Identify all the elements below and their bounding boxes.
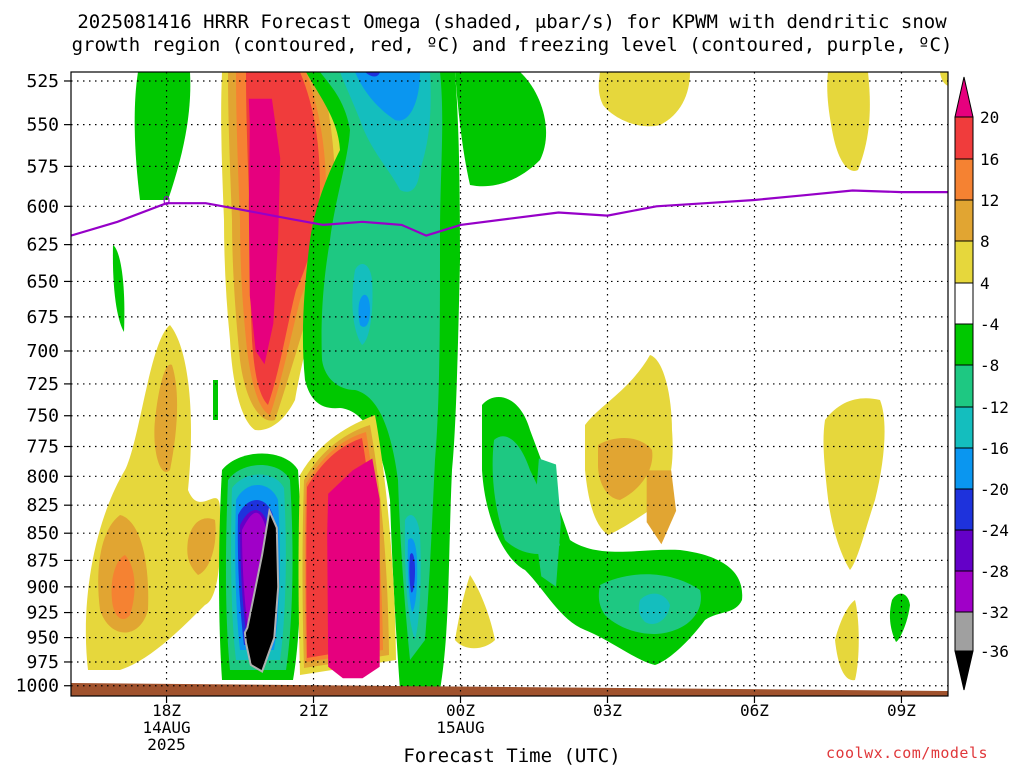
y-tick-label-925: 925 — [26, 603, 59, 624]
y-tick-label-550: 550 — [26, 115, 59, 136]
colorbar-label-3: 8 — [980, 232, 990, 251]
y-tick-label-950: 950 — [26, 628, 59, 649]
x-tick-label-21-0: 21Z — [299, 701, 328, 720]
colorbar-bin-1 — [954, 116, 974, 160]
colorbar-top-arrow — [954, 76, 974, 118]
y-tick-label-650: 650 — [26, 271, 59, 292]
x-tick-label-24-0: 00Z — [446, 701, 475, 720]
colorbar-label-5: -4 — [980, 315, 999, 334]
colorbar-bottom-arrow — [954, 650, 974, 691]
omega-shade-31 — [598, 438, 653, 500]
omega-shade-21 — [409, 553, 415, 593]
x-axis-title: Forecast Time (UTC) — [403, 745, 621, 767]
colorbar-bin-9 — [954, 447, 974, 490]
y-tick-label-675: 675 — [26, 307, 59, 328]
colorbar-label-8: -16 — [980, 439, 1009, 458]
omega-shade-28 — [827, 72, 870, 171]
colorbar-label-11: -28 — [980, 562, 1009, 581]
omega-shade-26 — [889, 593, 910, 642]
y-tick-label-700: 700 — [26, 341, 59, 362]
y-tick-label-975: 975 — [26, 652, 59, 673]
y-tick-label-1000: 1000 — [16, 676, 59, 697]
colorbar-label-13: -36 — [980, 642, 1009, 661]
colorbar-label-2: 12 — [980, 191, 999, 210]
y-tick-label-525: 525 — [26, 71, 59, 92]
chart-title-line-1: 2025081416 HRRR Forecast Omega (shaded, … — [77, 11, 947, 33]
omega-shade-25 — [638, 593, 670, 625]
site-credit: coolwx.com/models — [826, 744, 989, 762]
colorbar-bin-6 — [954, 323, 974, 366]
x-tick-label-24-1: 15AUG — [436, 718, 484, 737]
omega-shade-16 — [355, 72, 420, 121]
colorbar-label-6: -8 — [980, 356, 999, 375]
colorbar-bin-7 — [954, 364, 974, 408]
x-tick-label-33-0: 09Z — [887, 701, 916, 720]
colorbar-bin-11 — [954, 529, 974, 572]
colorbar-bin-2 — [954, 158, 974, 201]
omega-core-2 — [327, 458, 380, 679]
y-tick-label-750: 750 — [26, 406, 59, 427]
colorbar-label-4: 4 — [980, 274, 990, 293]
omega-shade-13 — [320, 72, 443, 660]
colorbar-label-12: -32 — [980, 603, 1009, 622]
y-tick-label-875: 875 — [26, 550, 59, 571]
omega-shade-18 — [365, 72, 380, 77]
colorbar-bin-5 — [954, 282, 974, 325]
omega-shade-27 — [598, 72, 690, 127]
y-tick-label-600: 600 — [26, 196, 59, 217]
colorbar-label-1: 16 — [980, 150, 999, 169]
x-tick-label-18-1: 14AUG — [142, 718, 190, 737]
omega-shade-34 — [455, 575, 495, 649]
omega-shade-33 — [835, 600, 859, 681]
omega-shade-0 — [134, 72, 191, 200]
colorbar-label-10: -24 — [980, 521, 1009, 540]
colorbar-bin-13 — [954, 611, 974, 652]
y-tick-label-775: 775 — [26, 437, 59, 458]
omega-shade-5 — [154, 364, 178, 472]
omega-shade-29 — [940, 72, 948, 86]
x-tick-label-18-2: 2025 — [147, 735, 186, 754]
y-tick-label-825: 825 — [26, 495, 59, 516]
plot-area: 0 — [71, 72, 948, 696]
y-tick-label-850: 850 — [26, 523, 59, 544]
chart-title-line-2: growth region (contoured, red, ºC) and f… — [71, 34, 953, 56]
omega-core-4 — [646, 470, 677, 545]
colorbar-bin-4 — [954, 240, 974, 284]
colorbar-bin-8 — [954, 406, 974, 449]
omega-shade-4 — [111, 555, 135, 620]
omega-shade-32 — [823, 398, 885, 570]
y-tick-label-625: 625 — [26, 235, 59, 256]
omega-core-3 — [534, 458, 561, 587]
omega-shade-6 — [187, 518, 216, 575]
colorbar-bin-3 — [954, 199, 974, 242]
colorbar-label-0: 20 — [980, 108, 999, 127]
omega-core-0 — [248, 98, 281, 365]
y-tick-label-800: 800 — [26, 466, 59, 487]
freezing-level-label: 0 — [163, 194, 171, 208]
colorbar-bin-10 — [954, 488, 974, 531]
y-tick-label-575: 575 — [26, 156, 59, 177]
omega-shade-35 — [213, 380, 218, 420]
x-tick-label-30-0: 06Z — [740, 701, 769, 720]
colorbar-bin-12 — [954, 570, 974, 613]
x-tick-label-27-0: 03Z — [593, 701, 622, 720]
colorbar-label-9: -20 — [980, 480, 1009, 499]
colorbar-label-7: -12 — [980, 398, 1009, 417]
terrain-surface — [71, 683, 948, 696]
y-tick-label-900: 900 — [26, 577, 59, 598]
omega-shade-1 — [112, 245, 125, 332]
freezing-level-line — [71, 189, 948, 237]
omega-core-1 — [243, 507, 280, 673]
x-tick-label-18-0: 18Z — [152, 701, 181, 720]
omega-shade-12 — [455, 72, 547, 187]
y-tick-label-725: 725 — [26, 374, 59, 395]
omega-shade-17 — [358, 294, 370, 327]
